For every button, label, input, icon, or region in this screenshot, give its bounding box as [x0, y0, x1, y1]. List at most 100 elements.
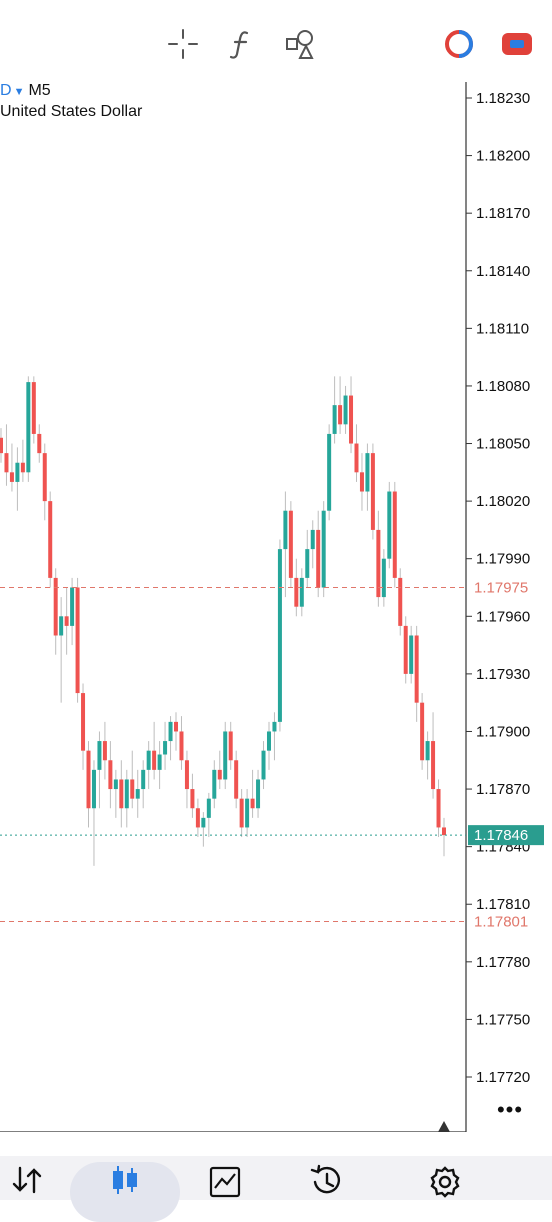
- bull-candle: [124, 779, 129, 809]
- timeframe-label: M5: [28, 82, 51, 99]
- bear-candle: [195, 808, 200, 828]
- bear-candle: [217, 769, 222, 780]
- price-tick-label: 1.17750: [476, 1011, 530, 1028]
- shapes-icon[interactable]: [283, 26, 319, 62]
- bear-candle: [234, 760, 239, 799]
- bear-candle: [75, 587, 80, 694]
- symbol-header[interactable]: D ▼ M5: [0, 82, 51, 100]
- bear-candle: [239, 798, 244, 828]
- bear-candle: [48, 501, 53, 578]
- bull-candle: [97, 741, 102, 770]
- bull-candle: [59, 616, 64, 636]
- bear-candle: [431, 741, 436, 790]
- bear-candle: [398, 577, 403, 626]
- bull-candle: [365, 453, 370, 492]
- price-tick-label: 1.18140: [476, 263, 530, 280]
- bull-candle: [321, 510, 326, 588]
- bid-price-badge: [468, 825, 544, 846]
- bear-candle: [288, 510, 293, 578]
- lower-level-label: 1.17801: [474, 914, 528, 931]
- bear-candle: [294, 577, 299, 607]
- chart-area[interactable]: 1.18230 1.18200 1.18170 1.18140 1.18110 1.180…: [0, 82, 552, 1155]
- bear-candle: [228, 731, 233, 761]
- bear-candle: [376, 529, 381, 598]
- bear-candle: [190, 789, 195, 809]
- bull-candle: [15, 462, 20, 482]
- price-tick-label: 1.18200: [476, 148, 530, 165]
- bull-candle: [91, 769, 96, 809]
- bull-candle: [256, 779, 261, 809]
- bull-candle: [141, 769, 146, 790]
- price-tick-label: 1.17810: [476, 896, 530, 913]
- price-tick-label: 1.18170: [476, 205, 530, 222]
- more-options-icon[interactable]: •••: [496, 1097, 524, 1122]
- timeframe-dropdown-icon[interactable]: ▼: [13, 86, 25, 98]
- crosshair-icon[interactable]: [165, 26, 201, 62]
- bull-candle: [266, 731, 271, 751]
- bear-candle: [403, 625, 408, 674]
- bull-candle: [277, 549, 282, 722]
- bear-candle: [442, 827, 446, 836]
- bear-candle: [250, 798, 255, 809]
- candles-group: [0, 376, 446, 866]
- bear-candle: [420, 702, 425, 761]
- candlestick-chart: 1.18230 1.18200 1.18170 1.18140 1.18110 1.180…: [0, 82, 544, 1155]
- bear-candle: [86, 750, 91, 809]
- bull-candle: [206, 798, 211, 818]
- bear-candle: [130, 779, 135, 799]
- bull-candle: [70, 587, 75, 626]
- bear-candle: [174, 721, 179, 732]
- bear-candle: [119, 779, 124, 809]
- bear-candle: [9, 472, 14, 482]
- bear-candle: [436, 789, 441, 828]
- bull-candle: [163, 741, 168, 755]
- trade-icon[interactable]: [499, 26, 535, 62]
- price-tick-label: 1.18020: [476, 493, 530, 510]
- price-tick-label: 1.17780: [476, 954, 530, 971]
- bull-candle: [245, 798, 250, 828]
- bid-level-label: 1.17846: [474, 827, 528, 844]
- bull-candle: [146, 750, 151, 770]
- bull-candle: [381, 558, 386, 598]
- bull-candle: [343, 395, 348, 425]
- bear-candle: [102, 741, 107, 761]
- bull-candle: [310, 529, 315, 550]
- bear-candle: [31, 382, 36, 434]
- bear-candle: [354, 443, 359, 473]
- bull-candle: [327, 433, 332, 511]
- bear-candle: [152, 750, 157, 770]
- bull-candle: [305, 549, 310, 578]
- bear-candle: [179, 731, 184, 761]
- bear-candle: [338, 405, 343, 425]
- bear-candle: [392, 491, 397, 578]
- chart-icon[interactable]: [99, 1162, 151, 1200]
- function-icon[interactable]: [224, 26, 260, 62]
- bull-candle: [168, 721, 173, 742]
- bear-candle: [184, 760, 189, 790]
- history-icon[interactable]: [300, 1162, 352, 1200]
- bear-candle: [414, 635, 419, 703]
- price-tick-label: 1.17870: [476, 781, 530, 798]
- bear-candle: [42, 453, 47, 502]
- price-tick-label: 1.18050: [476, 436, 530, 453]
- quotes-icon[interactable]: [0, 1162, 52, 1200]
- bear-candle: [316, 529, 321, 588]
- bull-candle: [332, 405, 337, 434]
- bear-candle: [20, 462, 25, 473]
- bear-candle: [370, 453, 375, 530]
- bull-candle: [26, 382, 31, 473]
- bull-candle: [425, 741, 430, 761]
- settings-icon[interactable]: [419, 1162, 471, 1200]
- bear-candle: [4, 453, 9, 473]
- trade-chart-icon[interactable]: [199, 1162, 251, 1200]
- bull-candle: [272, 721, 277, 732]
- bear-candle: [37, 433, 42, 454]
- symbol-name: D: [0, 82, 12, 99]
- price-tick-label: 1.18110: [476, 320, 529, 337]
- one-click-trading-icon[interactable]: [441, 26, 477, 62]
- bear-candle: [0, 437, 3, 454]
- price-tick-label: 1.18080: [476, 378, 530, 395]
- bull-candle: [157, 754, 162, 770]
- price-tick-label: 1.17960: [476, 608, 530, 625]
- bottom-navigation: [0, 1156, 552, 1222]
